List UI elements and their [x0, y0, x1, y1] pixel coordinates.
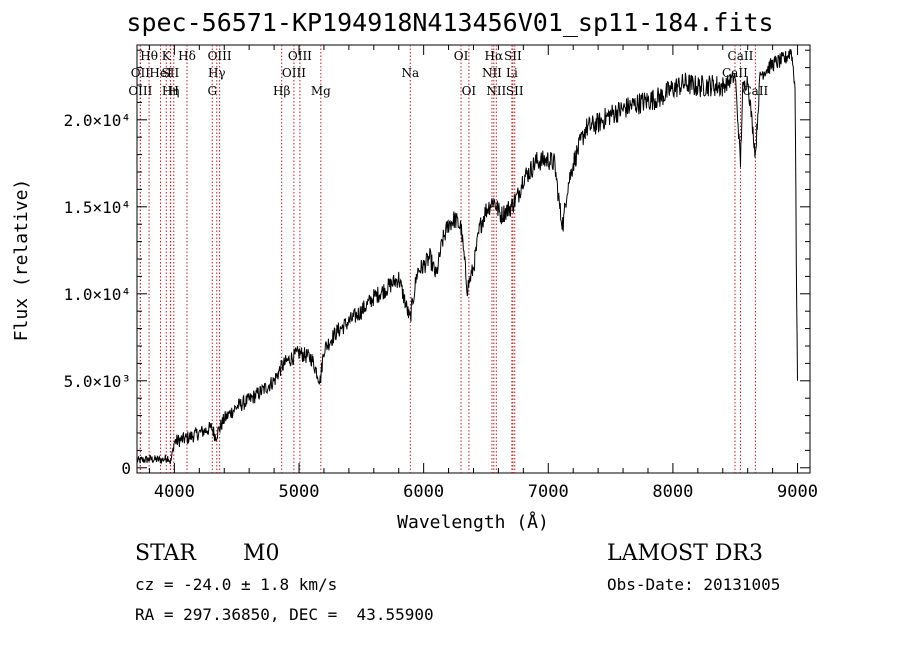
x-tick-label: 5000: [279, 482, 320, 502]
survey-name: LAMOST DR3: [607, 541, 763, 566]
redshift-cz: cz = -24.0 ± 1.8 km/s: [135, 575, 338, 594]
line-markers: [139, 45, 756, 473]
chart-title: spec-56571-KP194918N413456V01_sp11-184.f…: [126, 8, 774, 37]
spectral-line-label: Li: [506, 66, 518, 80]
spectral-line-label: SII: [506, 84, 524, 98]
spectral-line-label: HeI: [149, 66, 172, 80]
spectral-line-label: OI: [462, 84, 477, 98]
star-subclass: M0: [243, 541, 280, 566]
spectral-line-label: Hθ: [140, 49, 158, 63]
spectral-line-label: CaII: [728, 49, 754, 63]
spectral-line-label: OII: [131, 66, 151, 80]
line-marker-labels: Hθ OII OIII HeI K Hη SII H Hδ Hγ OIII G Hβ OIII OIII Mg…: [128, 49, 768, 98]
x-tick-label: 9000: [777, 482, 818, 502]
spectral-line-label: OI: [454, 49, 469, 63]
spectral-line-label: Hγ: [208, 66, 226, 80]
spectral-line-label: CaII: [722, 66, 748, 80]
spectral-line-label: OIII: [128, 84, 152, 98]
x-tick-label: 7000: [528, 482, 569, 502]
spectral-line-label: H: [169, 84, 179, 98]
obs-date: Obs-Date: 20131005: [607, 575, 781, 594]
spectral-line-label: Hη: [162, 84, 180, 98]
spectral-line-label: OIII: [282, 66, 306, 80]
spectral-line-label: Na: [401, 66, 419, 80]
y-tick-label: 1.5×10⁴: [64, 198, 131, 217]
spectral-line-label: G: [207, 84, 217, 98]
x-axis: 4000 5000 6000 7000 8000 9000: [148, 45, 818, 502]
spectral-line-label: OIII: [208, 49, 232, 63]
spectral-line-label: CaII: [742, 84, 768, 98]
spectral-line-label: SII: [162, 66, 180, 80]
spectral-line-label: Hβ: [273, 84, 290, 98]
spectral-line-label: Hα: [485, 49, 504, 63]
x-axis-label: Wavelength (Å): [397, 511, 549, 533]
x-tick-label: 8000: [652, 482, 693, 502]
spectrum-line: [136, 49, 798, 465]
spectral-line-label: NII: [486, 84, 506, 98]
y-axis: 0 5.0×10³ 1.0×10⁴ 1.5×10⁴ 2.0×10⁴: [64, 49, 810, 478]
y-tick-label: 2.0×10⁴: [64, 111, 131, 130]
spectral-line-label: SII: [504, 49, 522, 63]
x-tick-label: 4000: [154, 482, 195, 502]
y-axis-label: Flux (relative): [11, 179, 32, 342]
spectral-line-label: Mg: [311, 84, 331, 98]
y-tick-label: 1.0×10⁴: [64, 285, 131, 304]
star-class: STAR: [135, 541, 196, 566]
ra-dec: RA = 297.36850, DEC = 43.55900: [135, 605, 434, 624]
spectral-line-label: OIII: [288, 49, 312, 63]
y-tick-label: 5.0×10³: [64, 372, 131, 391]
spectral-line-label: Hδ: [178, 49, 196, 63]
spectral-line-label: NII: [482, 66, 502, 80]
y-tick-label: 0: [121, 459, 131, 478]
spectral-line-label: K: [162, 49, 172, 63]
x-tick-label: 6000: [403, 482, 444, 502]
